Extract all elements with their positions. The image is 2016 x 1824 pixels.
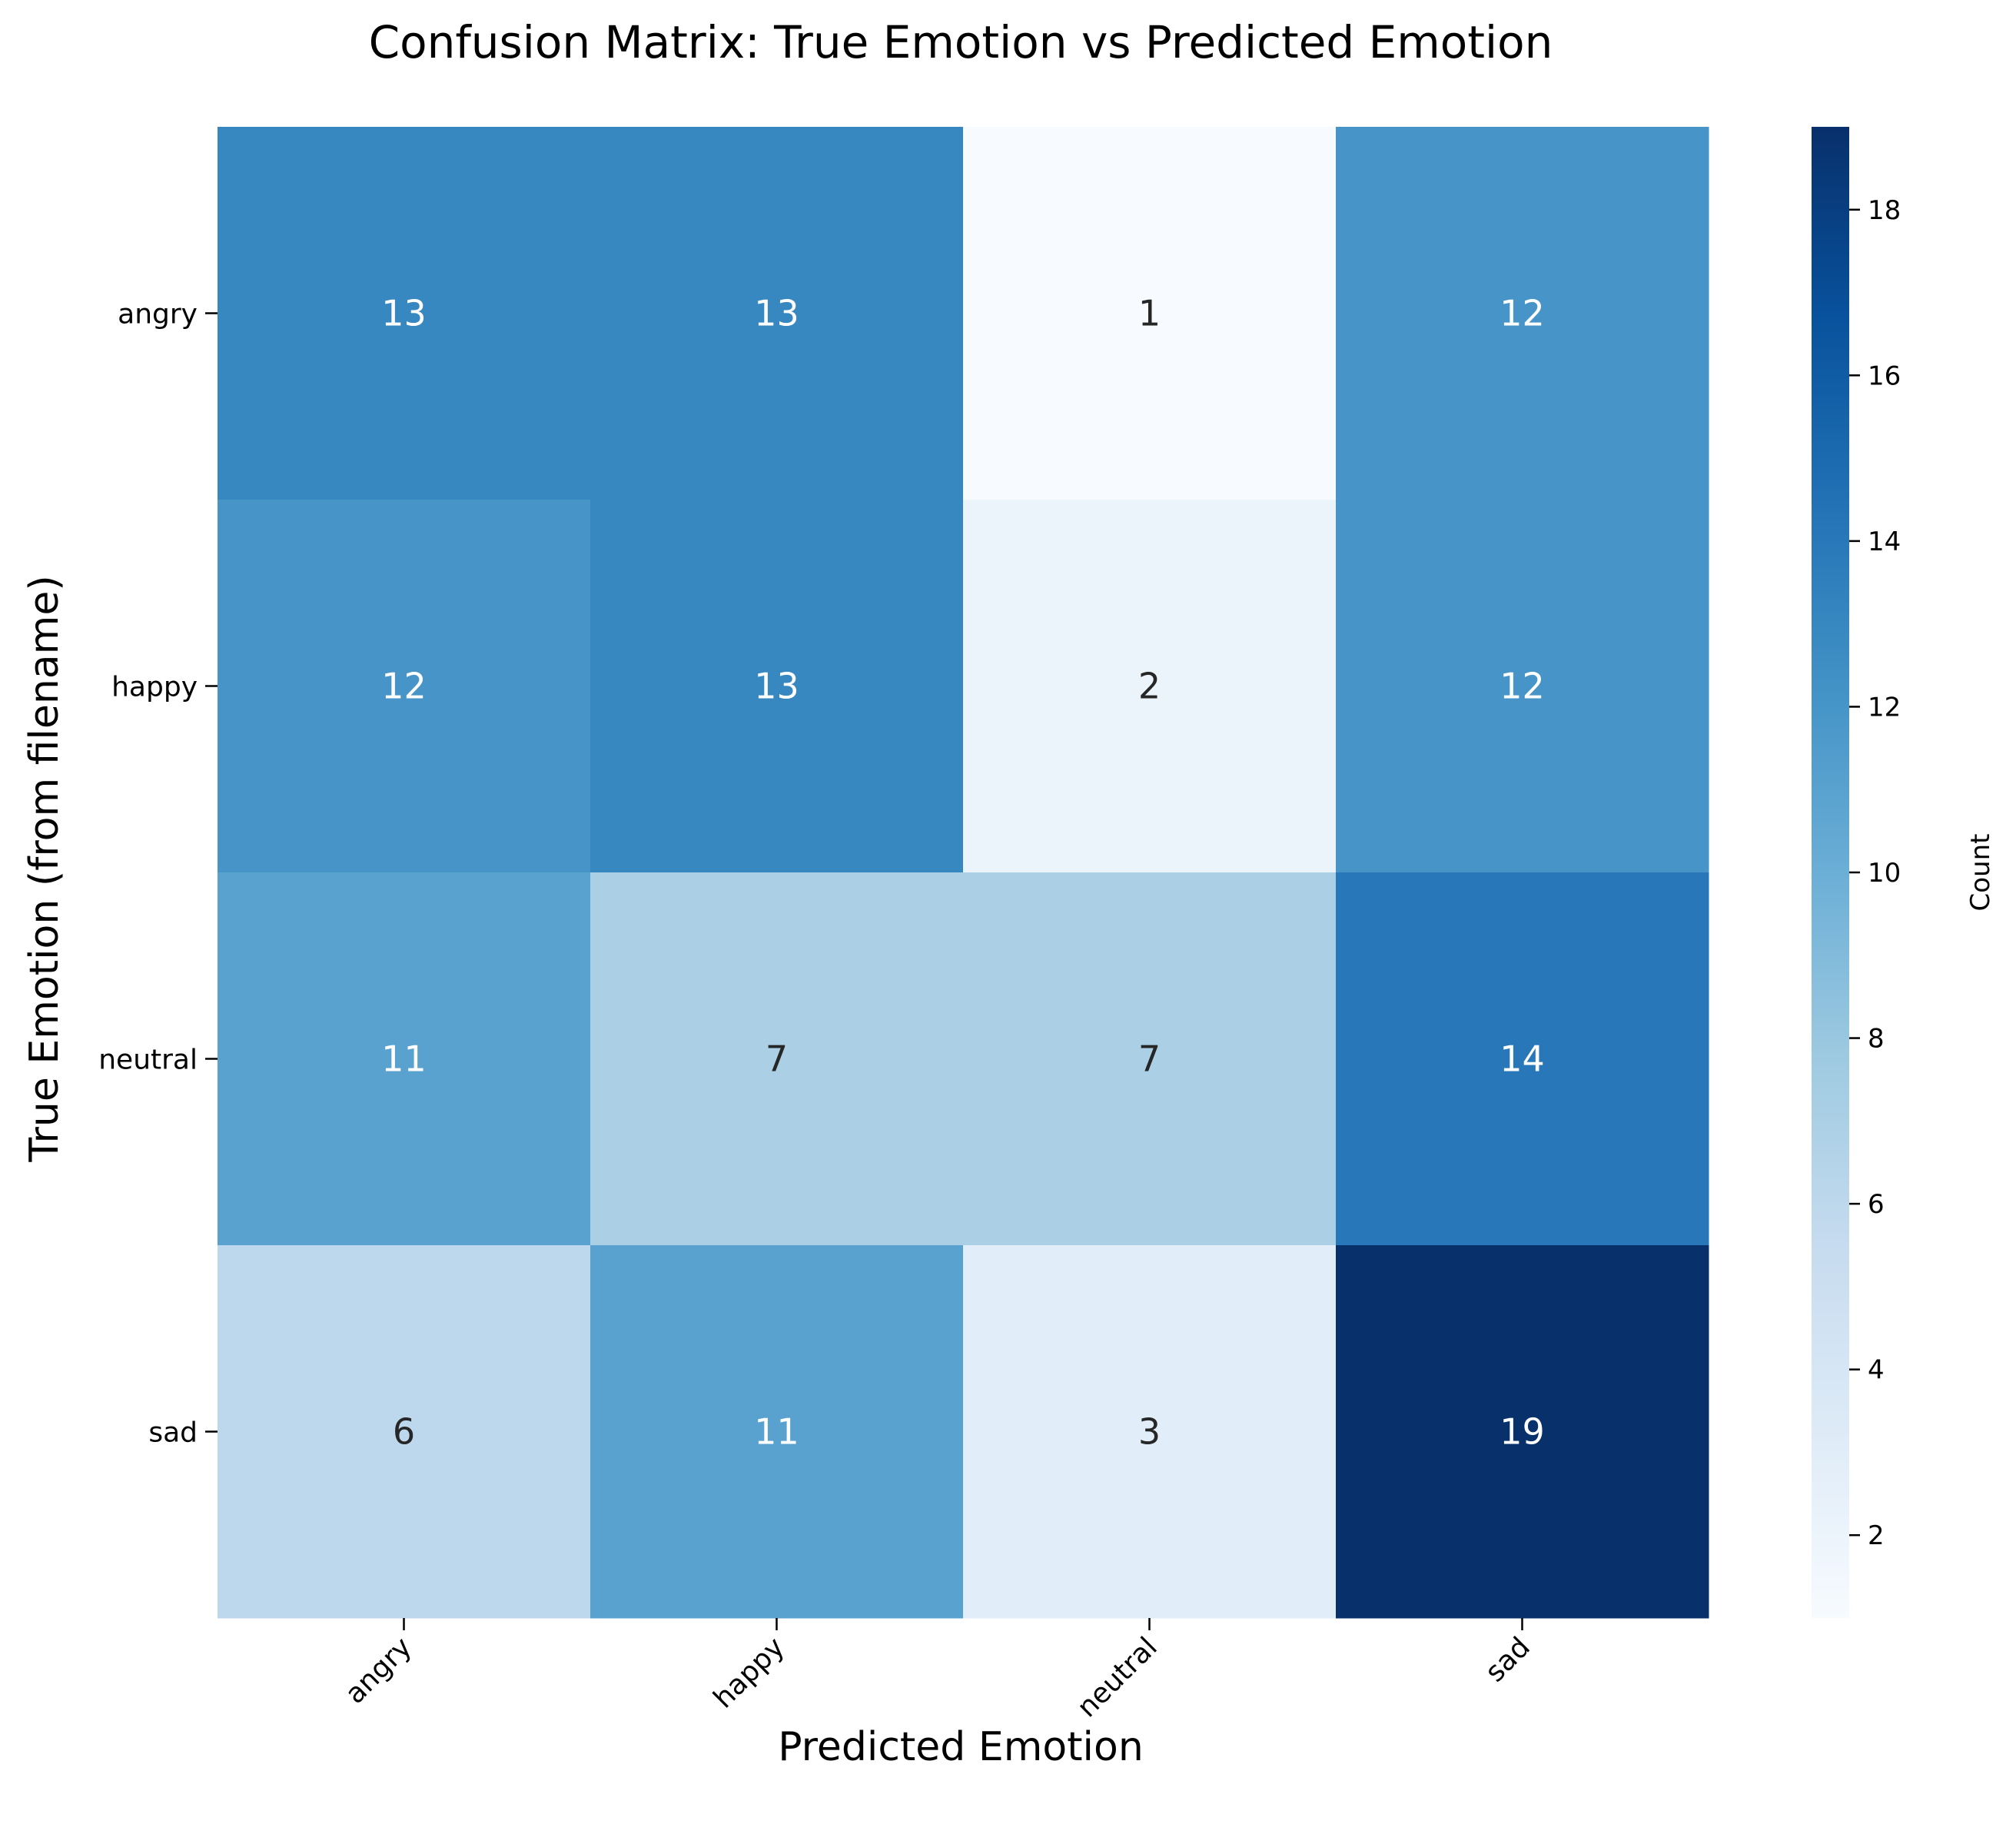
y-tick-label: angry [118, 299, 198, 331]
colorbar-ticks: 2 4 6 8 10 12 14 16 18 [1849, 195, 1901, 1551]
heatmap-cell [963, 872, 1337, 1246]
x-tick-label: neutral [1071, 1631, 1164, 1723]
y-axis-label: True Emotion (from filename) [22, 575, 68, 1162]
y-tick-label: happy [111, 672, 198, 703]
heatmap-cell [963, 500, 1337, 873]
cell-value-label: 12 [1500, 666, 1545, 707]
colorbar-tick-label: 16 [1868, 360, 1901, 391]
heatmap-cell [1336, 500, 1709, 873]
x-tick-label: happy [708, 1631, 791, 1714]
y-axis: angry happy neutral sad [98, 299, 218, 1449]
heatmap-cell [590, 1245, 964, 1619]
cell-value-label: 13 [381, 293, 427, 334]
heatmap-cell [590, 872, 964, 1246]
colorbar-tick-label: 4 [1868, 1355, 1885, 1386]
colorbar-tick-label: 10 [1868, 858, 1901, 889]
cell-value-label: 12 [381, 666, 427, 707]
heatmap-cells [218, 127, 1709, 1619]
colorbar-tick-label: 18 [1868, 195, 1901, 226]
heatmap-cell [963, 127, 1337, 500]
heatmap-cell [1336, 1245, 1709, 1619]
heatmap-cell [590, 127, 964, 500]
cell-value-label: 11 [754, 1411, 799, 1453]
cell-value-label: 13 [754, 666, 799, 707]
colorbar [1812, 127, 1849, 1618]
colorbar-label: Count [1965, 834, 1996, 912]
cell-value-label: 6 [393, 1411, 415, 1453]
cell-value-label: 13 [754, 293, 799, 334]
y-tick-label: neutral [98, 1045, 198, 1076]
cell-value-label: 7 [766, 1038, 788, 1080]
heatmap-cell [218, 500, 591, 873]
colorbar-tick-label: 6 [1868, 1189, 1885, 1220]
cell-value-label: 1 [1138, 293, 1161, 334]
x-tick-label: sad [1480, 1631, 1536, 1688]
chart-title: Confusion Matrix: True Emotion vs Predic… [369, 16, 1553, 68]
cell-value-label: 19 [1500, 1411, 1545, 1453]
x-tick-label: angry [339, 1631, 417, 1709]
colorbar-tick-label: 2 [1868, 1520, 1885, 1551]
heatmap-cell [218, 872, 591, 1246]
heatmap-cell [963, 1245, 1337, 1619]
heatmap-cell [1336, 872, 1709, 1246]
y-tick-label: sad [148, 1417, 198, 1449]
cell-value-label: 3 [1138, 1411, 1161, 1453]
colorbar-tick-label: 14 [1868, 527, 1901, 557]
x-axis: angry happy neutral sad [339, 1618, 1536, 1723]
cell-value-label: 2 [1138, 666, 1161, 707]
cell-value-label: 7 [1138, 1038, 1161, 1080]
heatmap-cell-labels: 13 13 1 12 12 13 2 12 11 7 7 14 6 11 3 19 [381, 293, 1545, 1453]
x-axis-label: Predicted Emotion [778, 1724, 1144, 1770]
heatmap-cell [218, 127, 591, 500]
cell-value-label: 14 [1500, 1038, 1545, 1080]
cell-value-label: 11 [381, 1038, 427, 1080]
colorbar-tick-label: 12 [1868, 692, 1901, 723]
cell-value-label: 12 [1500, 293, 1545, 334]
heatmap-cell [590, 500, 964, 873]
heatmap-cell [218, 1245, 591, 1619]
colorbar-tick-label: 8 [1868, 1024, 1885, 1055]
heatmap-cell [1336, 127, 1709, 500]
